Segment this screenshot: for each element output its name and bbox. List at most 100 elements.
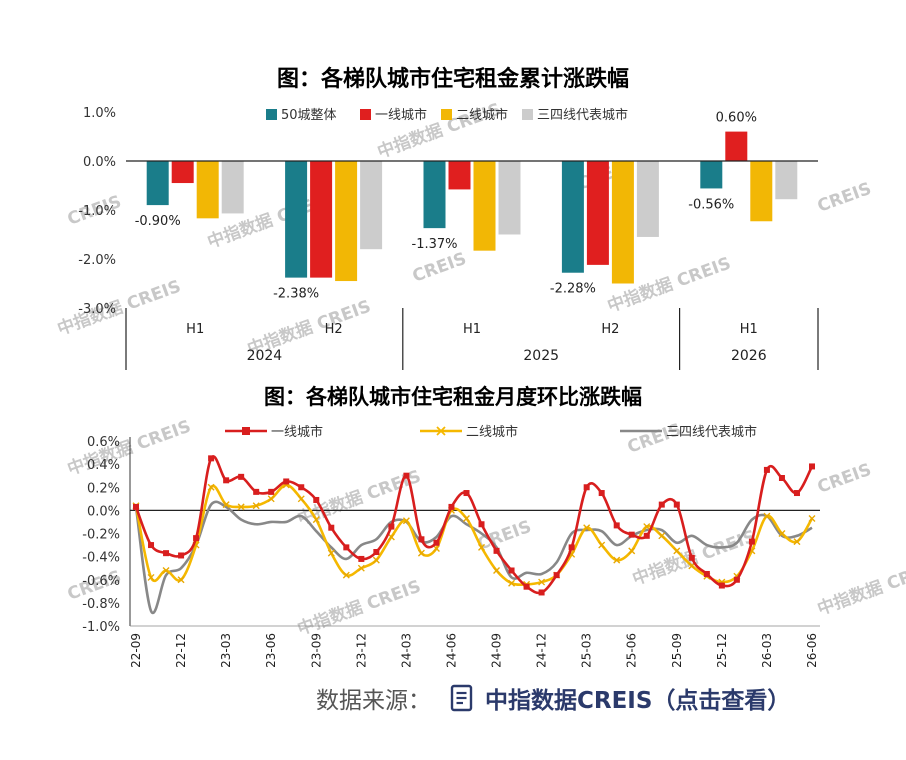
x-tick-label: 26-06: [805, 633, 819, 668]
data-point: [387, 533, 395, 541]
y-tick-label: -1.0%: [82, 620, 120, 635]
data-point: [583, 484, 590, 491]
data-point: [448, 503, 455, 510]
bar: [473, 161, 496, 251]
data-point: [268, 488, 275, 495]
data-point: [133, 503, 139, 510]
data-point: [418, 536, 425, 543]
data-point: [598, 490, 605, 497]
x-tick-label: 23-03: [219, 633, 233, 668]
legend-entry: 三四线代表城市: [537, 107, 628, 123]
y-tick-label: -0.2%: [82, 528, 120, 543]
x-tick-label: 25-12: [715, 633, 729, 668]
series-line: [134, 483, 814, 587]
data-point: [763, 512, 771, 520]
data-point: [793, 538, 801, 546]
watermark-text: 中指数据 CREIS: [815, 556, 906, 620]
data-point: [808, 514, 816, 522]
source-link[interactable]: 中指数据CREIS（点击查看）: [485, 688, 791, 714]
bar: [775, 161, 798, 200]
watermark-text: 中指数据 CREIS: [295, 576, 424, 640]
category-label: H1: [740, 322, 758, 337]
data-point: [478, 543, 486, 551]
data-point: [538, 578, 546, 586]
bar: [196, 161, 219, 219]
legend-swatch: [522, 109, 533, 120]
legend-marker: [242, 427, 250, 435]
category-label: H2: [601, 322, 619, 337]
data-point: [222, 501, 230, 509]
data-label: -0.90%: [135, 214, 181, 229]
chart-title: 图：各梯队城市住宅租金累计涨跌幅: [277, 66, 629, 92]
legend-entry: 三四线代表城市: [666, 424, 757, 440]
series-line: [134, 455, 814, 595]
legend-entry: 50城整体: [281, 108, 337, 123]
x-tick-label: 24-03: [399, 633, 413, 668]
data-point: [252, 502, 260, 510]
bar: [498, 161, 521, 235]
data-point: [673, 501, 680, 508]
data-point: [778, 475, 785, 481]
data-point: [658, 532, 666, 540]
chart-title: 图：各梯队城市住宅租金月度环比涨跌幅: [264, 385, 642, 409]
y-tick-label: -2.0%: [78, 253, 116, 268]
document-icon[interactable]: [447, 683, 477, 713]
data-point: [628, 531, 635, 538]
data-point: [508, 567, 515, 574]
data-point: [358, 555, 365, 562]
legend-entry: 一线城市: [375, 107, 427, 123]
data-point: [313, 496, 320, 503]
data-point: [238, 473, 245, 480]
legend-entry: 二线城市: [466, 424, 518, 440]
data-point: [778, 530, 786, 537]
data-point: [163, 550, 170, 557]
x-tick-label: 23-06: [264, 633, 278, 668]
bar: [146, 161, 169, 206]
data-point: [432, 545, 440, 553]
data-source: 数据来源： 中指数据CREIS（点击查看）: [316, 678, 790, 718]
legend-marker: [436, 426, 446, 436]
data-point: [718, 582, 725, 589]
data-point: [463, 490, 470, 497]
data-point: [643, 532, 650, 539]
data-point: [147, 573, 155, 581]
x-tick-label: 25-03: [580, 633, 594, 668]
y-tick-label: 0.6%: [87, 435, 120, 450]
x-tick-label: 22-12: [174, 633, 188, 668]
data-point: [267, 495, 275, 503]
category-label: H1: [186, 322, 204, 337]
data-point: [403, 472, 410, 479]
data-point: [538, 589, 545, 596]
data-point: [297, 495, 305, 503]
bar: [586, 161, 609, 265]
x-tick-label: 23-12: [354, 633, 368, 668]
data-point: [508, 579, 516, 587]
data-point: [568, 544, 575, 551]
watermark-text: CREIS: [815, 179, 874, 217]
data-point: [312, 516, 320, 524]
data-point: [688, 554, 695, 561]
data-point: [193, 535, 200, 542]
bar: [611, 161, 634, 284]
data-point: [177, 576, 185, 584]
y-tick-label: 0.4%: [87, 458, 120, 473]
data-point: [628, 547, 636, 555]
y-tick-label: -3.0%: [78, 302, 116, 317]
data-point: [237, 503, 245, 511]
bar: [750, 161, 773, 222]
watermark-text: 中指数据 CREIS: [65, 416, 194, 480]
data-point: [357, 564, 365, 572]
bar: [335, 161, 358, 282]
data-point: [373, 549, 380, 555]
bar: [171, 161, 194, 184]
data-point: [148, 542, 155, 549]
data-label: -2.38%: [273, 287, 319, 302]
data-label: 0.60%: [716, 111, 757, 126]
data-point: [207, 483, 215, 491]
data-point: [253, 488, 260, 495]
bar: [636, 161, 659, 237]
year-label: 2026: [731, 348, 767, 364]
data-point: [493, 547, 500, 554]
x-tick-label: 24-12: [535, 633, 549, 668]
